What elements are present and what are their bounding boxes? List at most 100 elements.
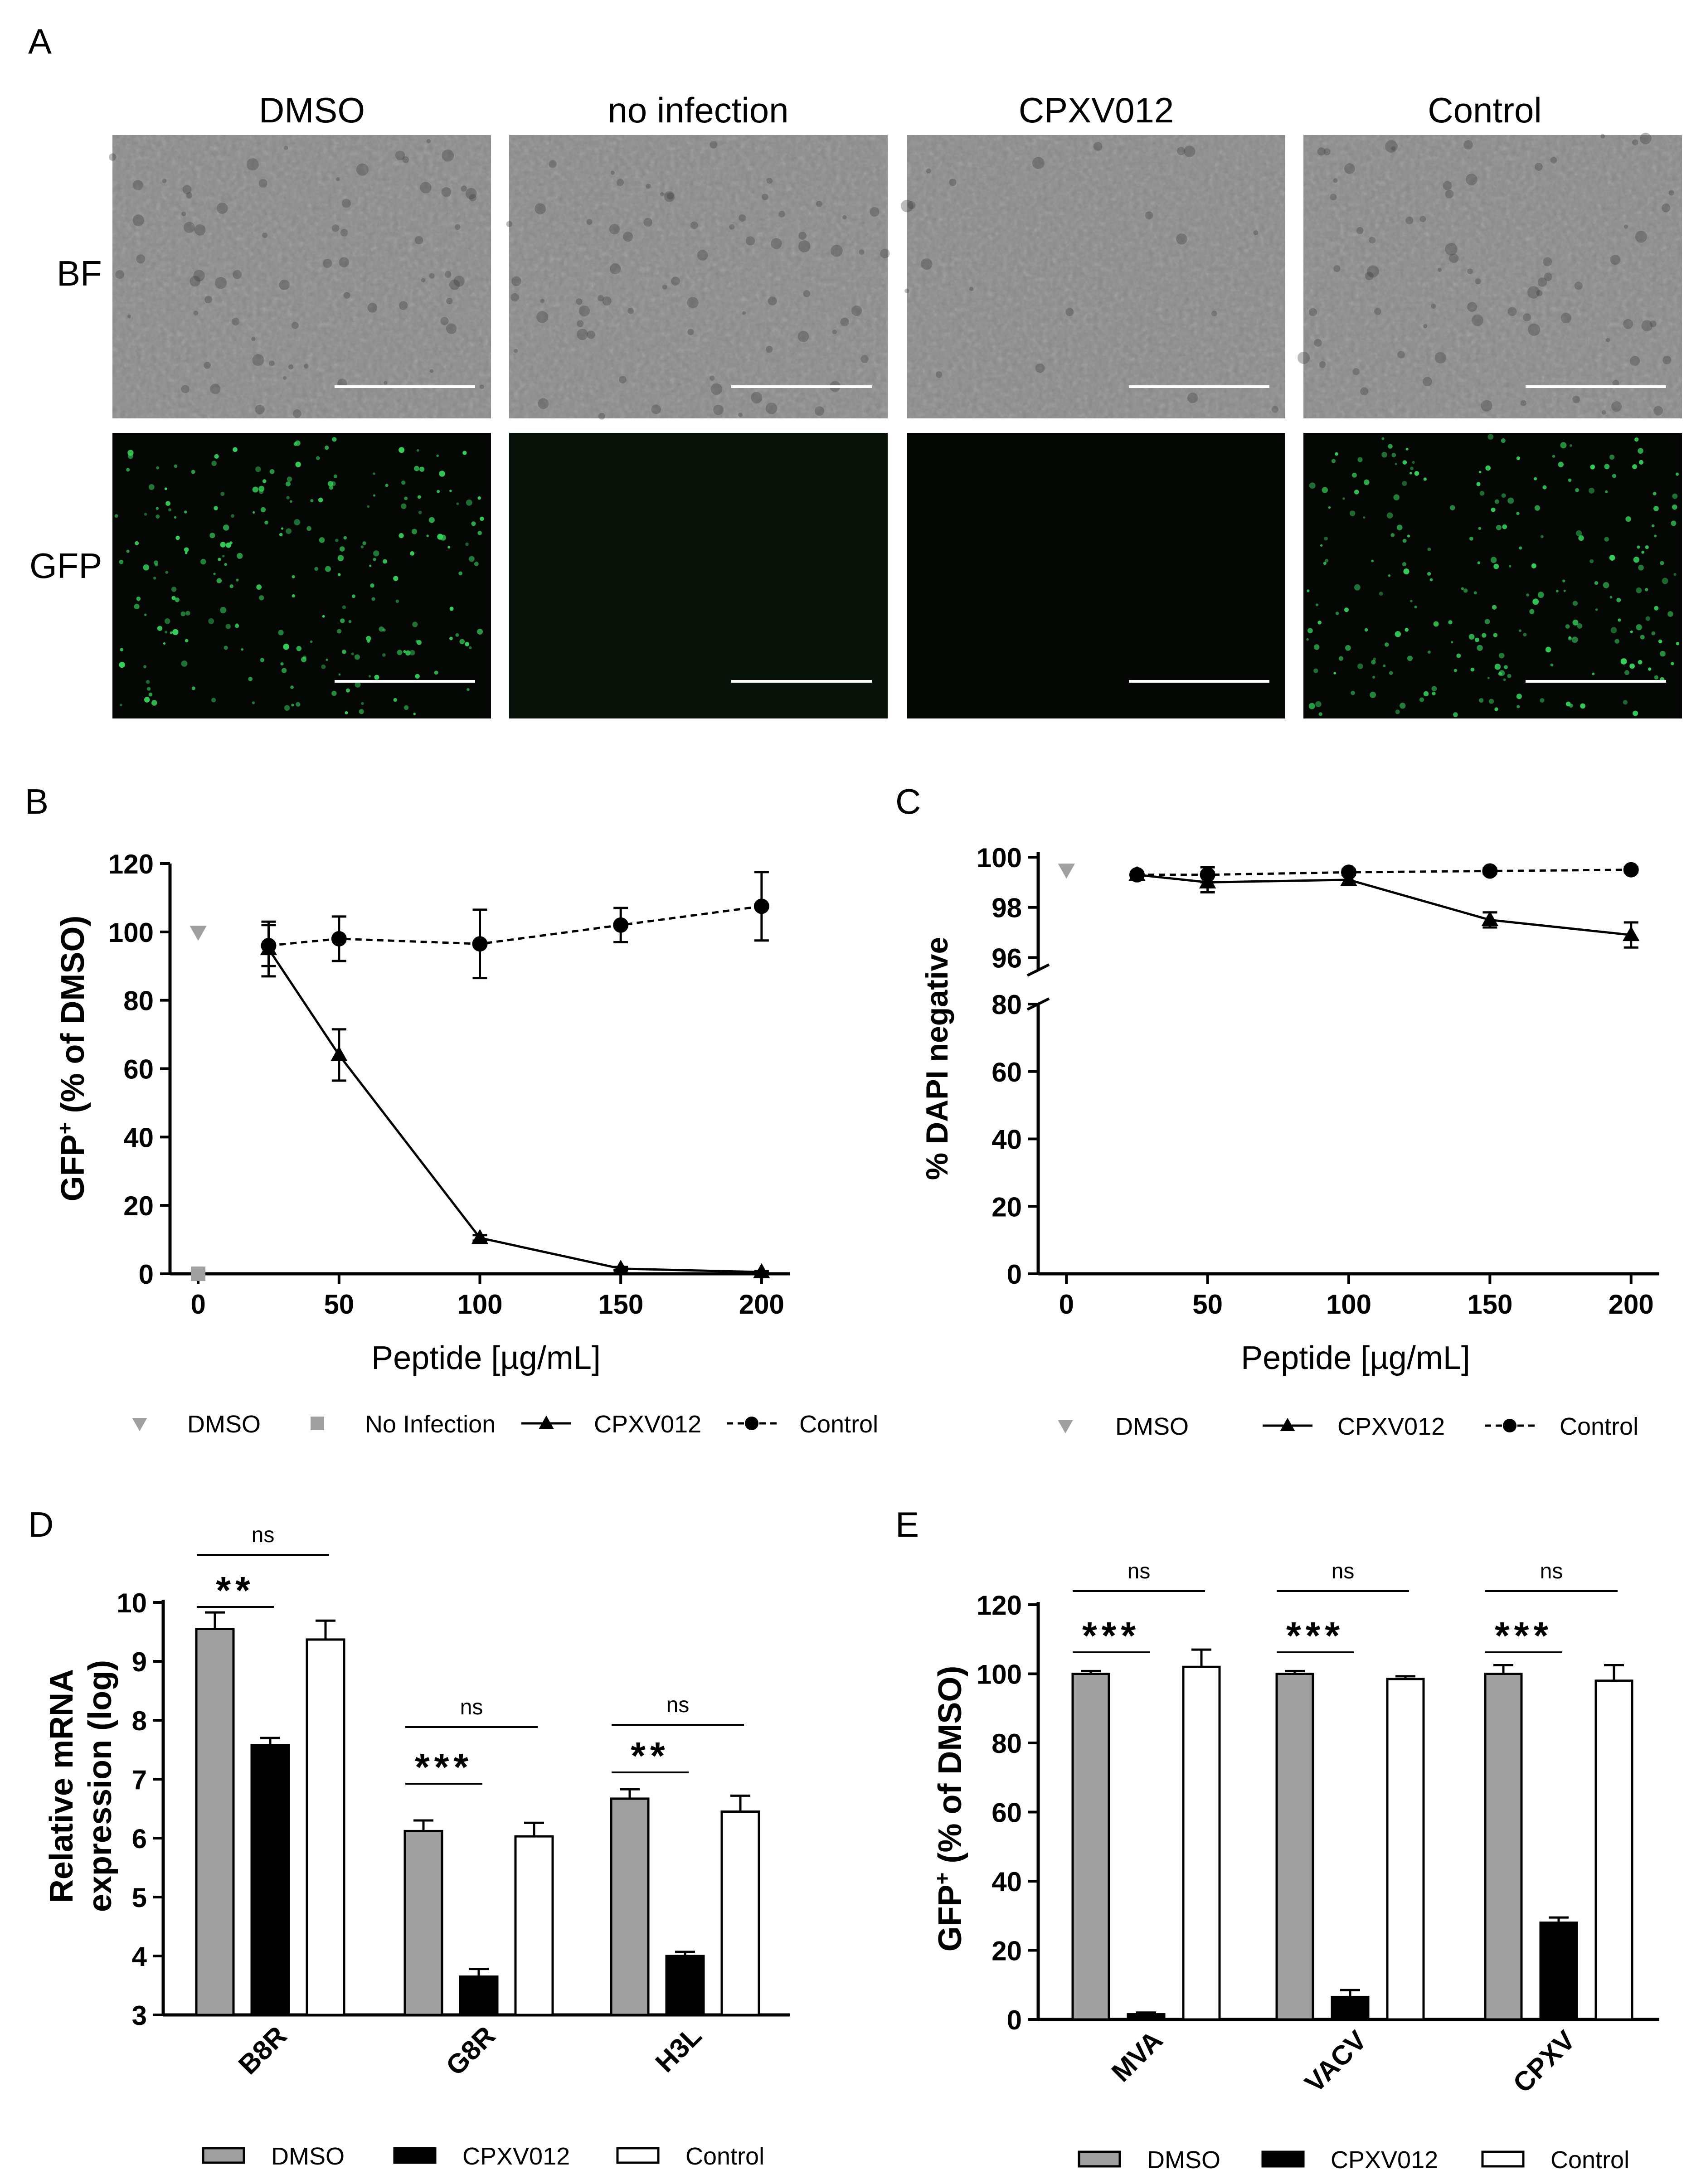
d-bar-dmso	[610, 1797, 650, 2016]
bf-cell	[926, 168, 931, 174]
bf-cell	[816, 201, 822, 207]
gfp-positive-cell	[1468, 634, 1475, 640]
bf-cell	[1374, 308, 1381, 315]
gfp-positive-cell	[1604, 464, 1610, 470]
bf-cell	[1475, 278, 1481, 285]
gfp-positive-cell	[342, 605, 346, 609]
gfp-positive-cell	[1507, 497, 1514, 504]
gfp-positive-cell	[1450, 505, 1455, 510]
gfp-positive-cell	[385, 484, 389, 487]
gfp-positive-cell	[253, 511, 255, 514]
bf-cell	[1605, 338, 1610, 343]
bf-cell	[1537, 277, 1547, 287]
b-line-cpxv012	[267, 948, 762, 1273]
bf-cell	[666, 192, 674, 200]
bf-cell	[651, 404, 661, 414]
gfp-positive-cell	[437, 490, 440, 493]
gfp-positive-cell	[165, 631, 168, 634]
bf-cell	[132, 214, 145, 226]
gfp-image-no-infection	[509, 433, 888, 718]
bf-cell	[335, 177, 340, 181]
gfp-positive-cell	[373, 550, 379, 557]
gfp-positive-cell	[255, 466, 261, 472]
gfp-positive-cell	[164, 618, 170, 624]
gfp-positive-cell	[119, 661, 125, 668]
d-y-tick-label: 10	[117, 1588, 147, 1618]
gfp-positive-cell	[1516, 694, 1522, 699]
gfp-positive-cell	[393, 698, 397, 702]
gfp-positive-cell	[292, 594, 295, 598]
c-x-tick-label: 200	[1609, 1289, 1654, 1320]
bf-cell	[1360, 387, 1369, 396]
gfp-positive-cell	[280, 662, 284, 666]
bf-cell	[664, 191, 675, 202]
d-bar-control	[514, 1835, 554, 2016]
gfp-positive-cell	[1324, 536, 1328, 541]
gfp-positive-cell	[1572, 619, 1579, 626]
gfp-positive-cell	[340, 618, 345, 623]
e-legend-swatch-control	[1481, 2150, 1525, 2168]
gfp-positive-cell	[1423, 477, 1427, 481]
gfp-positive-cell	[1318, 712, 1322, 716]
gfp-positive-cell	[1523, 632, 1527, 637]
gfp-positive-cell	[1630, 630, 1633, 633]
gfp-positive-cell	[362, 541, 366, 545]
d-category-label-b8r: B8R	[233, 2020, 292, 2080]
bf-cell	[739, 214, 746, 222]
gfp-positive-cell	[1477, 561, 1481, 564]
bf-cell	[598, 413, 605, 420]
gfp-positive-cell	[419, 466, 425, 472]
bf-cell	[1662, 355, 1672, 364]
gfp-positive-cell	[1494, 707, 1498, 711]
bf-cell	[622, 232, 633, 242]
gfp-positive-cell	[1493, 563, 1499, 569]
gfp-positive-cell	[1537, 592, 1544, 598]
gfp-positive-cell	[1357, 663, 1363, 670]
d-legend-swatch-cpxv012	[393, 2147, 437, 2164]
gfp-positive-cell	[229, 584, 233, 588]
chart-panel-c: 96 98 100 0 20 40 60 80 0 50 100 150 200 DMSO CPXV012 C…	[920, 843, 1659, 1440]
c-y-tick-label: 0	[1007, 1259, 1022, 1290]
gfp-positive-cell	[373, 472, 375, 475]
gfp-positive-cell	[153, 560, 159, 565]
gfp-positive-cell	[1309, 482, 1316, 489]
bf-cell	[454, 224, 461, 230]
bf-cell	[609, 223, 620, 235]
gfp-positive-cell	[1315, 701, 1322, 708]
gfp-positive-cell	[286, 528, 292, 534]
bf-cell	[904, 288, 909, 293]
gfp-positive-cell	[1317, 621, 1322, 625]
gfp-positive-cell	[1658, 639, 1662, 644]
bf-cell	[1253, 230, 1259, 235]
gfp-positive-cell	[156, 514, 160, 519]
gfp-positive-cell	[1577, 623, 1583, 629]
bf-cell	[1333, 265, 1341, 272]
bf-cell	[1601, 410, 1606, 415]
bf-cell	[766, 177, 773, 184]
bf-cell	[660, 192, 664, 196]
b-point-cpxv012	[471, 1229, 489, 1244]
bf-cell	[1550, 157, 1557, 164]
e-legend-label-cpxv012: CPXV012	[1331, 2146, 1438, 2174]
gfp-positive-cell	[337, 555, 344, 561]
bf-cell	[797, 330, 809, 342]
gfp-positive-cell	[322, 615, 325, 618]
bf-cell	[288, 364, 294, 370]
bf-cell	[1574, 281, 1583, 290]
gfp-positive-cell	[1540, 535, 1544, 539]
gfp-positive-cell	[1427, 572, 1431, 576]
gfp-positive-cell	[260, 507, 266, 513]
e-y-axis-label: GFP+ (% of DMSO)	[930, 1666, 968, 1952]
gfp-image-cpxv012	[907, 433, 1285, 718]
gfp-positive-cell	[367, 505, 370, 508]
gfp-positive-cell	[1629, 663, 1635, 669]
bf-texture-dmso	[112, 135, 491, 418]
bf-cell	[751, 392, 763, 403]
c-x-axis-label: Peptide [µg/mL]	[1241, 1340, 1470, 1376]
gfp-positive-cell	[1402, 539, 1407, 543]
gfp-positive-cell	[1676, 642, 1680, 645]
gfp-positive-cell	[399, 447, 405, 453]
gfp-positive-cell	[191, 470, 195, 474]
gfp-positive-cell	[1470, 667, 1475, 672]
gfp-positive-cell	[241, 648, 243, 651]
